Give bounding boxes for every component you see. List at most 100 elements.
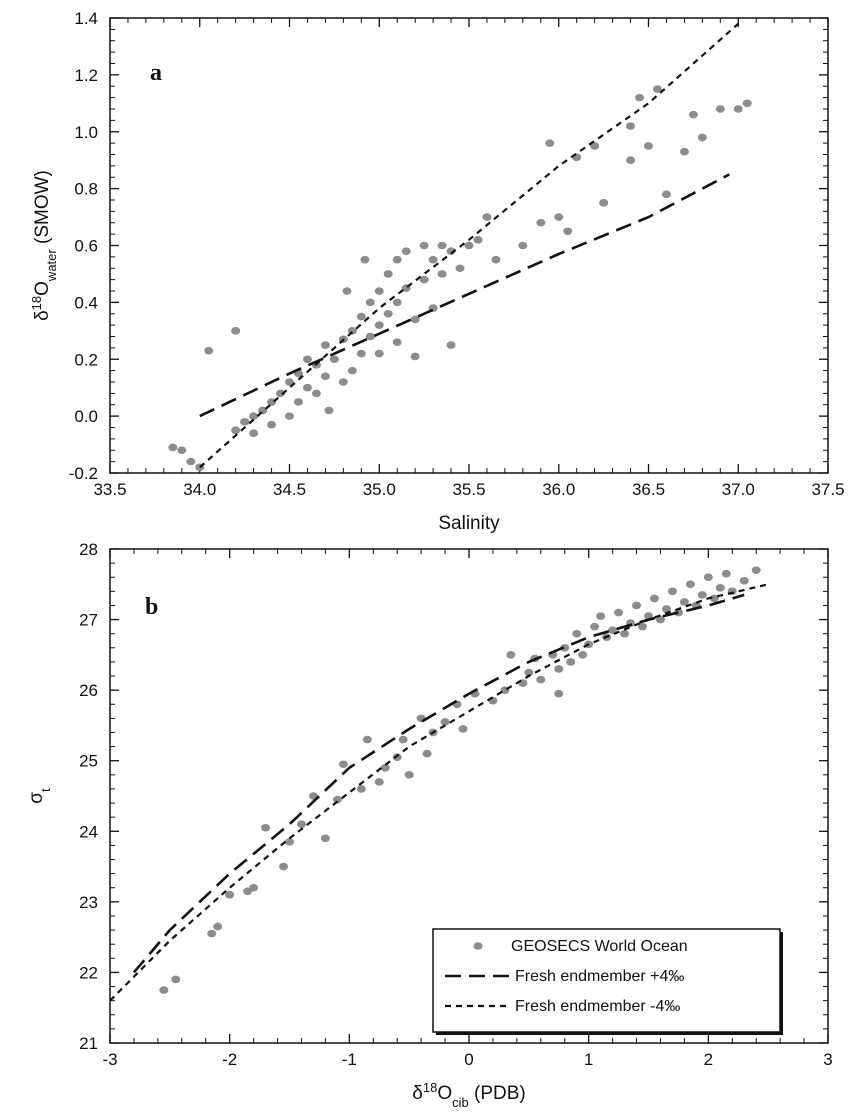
data-point xyxy=(383,309,393,318)
data-point xyxy=(563,227,573,236)
data-point xyxy=(392,298,402,307)
panel-label: a xyxy=(150,60,162,86)
legend: GEOSECS World Ocean Fresh endmember +4‰ Fr… xyxy=(432,928,783,1035)
data-point xyxy=(679,598,689,606)
y-tick-label: 26 xyxy=(79,681,98,700)
data-point xyxy=(506,651,516,659)
data-point xyxy=(482,213,492,221)
y-tick-label: 0.8 xyxy=(74,180,98,199)
data-point xyxy=(697,133,707,142)
data-point xyxy=(320,834,330,843)
x-tick-label: 36.5 xyxy=(632,480,665,499)
data-point xyxy=(652,85,662,93)
data-point xyxy=(231,327,241,335)
data-point xyxy=(186,457,196,466)
legend-marker xyxy=(473,942,483,950)
data-point xyxy=(578,651,588,659)
data-point xyxy=(667,587,677,596)
panel-label: b xyxy=(145,594,158,620)
data-point xyxy=(464,241,474,250)
y-axis-label: δ18Owater (SMOW) xyxy=(29,170,59,321)
x-axis-label: δ18Ocib (PDB) xyxy=(412,1080,525,1110)
x-tick-label: 1 xyxy=(584,1050,593,1069)
data-point xyxy=(596,612,606,620)
data-point xyxy=(213,922,223,931)
data-point xyxy=(296,820,306,829)
data-point xyxy=(614,608,624,617)
data-point xyxy=(356,349,366,358)
x-tick-label: 33.5 xyxy=(93,480,126,499)
x-tick-label: -1 xyxy=(342,1050,357,1069)
data-point xyxy=(572,629,582,638)
data-point xyxy=(311,389,321,398)
data-point xyxy=(545,139,555,147)
data-point xyxy=(285,838,294,846)
data-point xyxy=(398,735,408,744)
data-point xyxy=(410,315,420,324)
data-point xyxy=(733,105,743,113)
data-point xyxy=(536,218,546,227)
y-tick-label: 0.0 xyxy=(74,407,98,426)
data-point xyxy=(342,287,352,295)
y-tick-label: 1.0 xyxy=(74,123,98,142)
data-point xyxy=(285,378,294,386)
data-point xyxy=(276,389,286,398)
data-point xyxy=(458,725,468,733)
data-point xyxy=(356,785,366,793)
data-point xyxy=(644,142,653,150)
data-point xyxy=(293,398,303,406)
data-point xyxy=(374,287,384,295)
data-point xyxy=(374,778,384,786)
x-tick-label: 3 xyxy=(823,1050,832,1069)
data-point xyxy=(302,355,312,364)
data-point xyxy=(536,675,546,684)
data-point xyxy=(365,332,375,341)
data-point xyxy=(338,378,348,386)
data-point xyxy=(685,580,695,589)
data-point xyxy=(560,644,570,652)
data-point xyxy=(374,349,384,358)
data-point xyxy=(392,255,402,264)
x-tick-label: 2 xyxy=(704,1050,713,1069)
data-point xyxy=(332,795,342,804)
x-tick-label: -3 xyxy=(102,1050,117,1069)
data-point xyxy=(554,213,564,221)
data-point xyxy=(620,629,630,638)
panel-a: 33.5 34.0 34.5 35.0 35.5 36.0 36.5 37.0 37.5 -0.2… xyxy=(29,9,845,534)
data-point xyxy=(231,426,241,435)
data-point xyxy=(374,321,384,329)
data-point xyxy=(626,156,636,164)
x-tick-label: 34.5 xyxy=(273,480,306,499)
data-point xyxy=(661,190,671,199)
series-line-short-dash xyxy=(109,583,769,1002)
x-tick-label: 37.0 xyxy=(722,480,755,499)
data-point xyxy=(455,264,465,273)
data-point xyxy=(302,383,312,392)
data-point xyxy=(703,573,713,582)
x-tick-label: -2 xyxy=(222,1050,237,1069)
data-point xyxy=(249,412,259,420)
data-point xyxy=(267,398,277,406)
data-point xyxy=(590,622,600,631)
data-point xyxy=(380,763,390,772)
data-point xyxy=(473,236,483,244)
x-tick-label: 35.0 xyxy=(363,480,396,499)
x-tick-label: 37.5 xyxy=(811,480,844,499)
data-point xyxy=(279,862,289,871)
data-point xyxy=(554,665,564,673)
data-point xyxy=(566,658,576,666)
data-point xyxy=(356,312,366,321)
data-point xyxy=(437,241,447,250)
data-point xyxy=(626,122,636,130)
legend-label: GEOSECS World Ocean xyxy=(511,938,688,955)
data-point xyxy=(204,346,214,355)
data-point xyxy=(742,99,752,108)
data-point xyxy=(590,142,600,150)
data-point xyxy=(739,576,749,585)
y-tick-label: 28 xyxy=(79,540,98,559)
data-point xyxy=(360,255,370,264)
data-point xyxy=(440,718,450,726)
data-point xyxy=(715,105,725,113)
data-point xyxy=(401,247,411,255)
